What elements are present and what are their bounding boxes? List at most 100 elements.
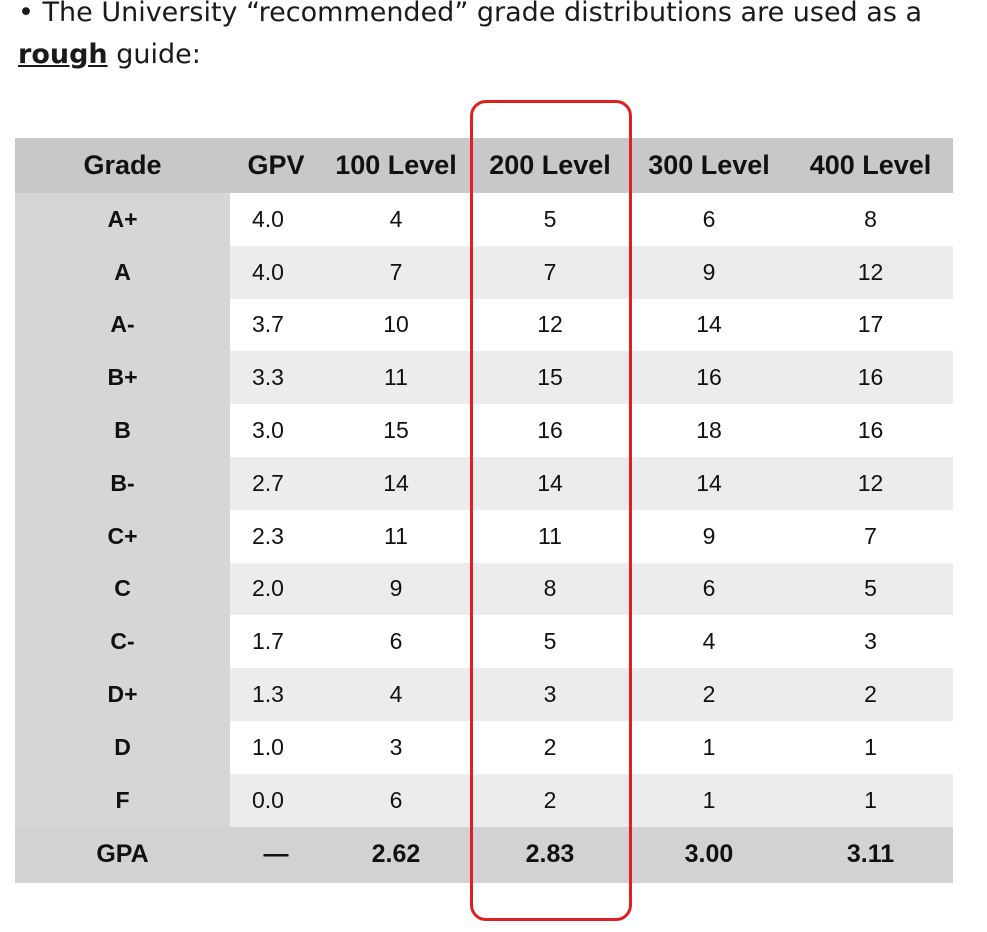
level-300-cell: 16 bbox=[630, 351, 788, 405]
gpa-100-level: 2.62 bbox=[322, 826, 470, 883]
table-row: A+ 4.0 4 5 6 8 bbox=[15, 193, 953, 246]
bullet-icon: • bbox=[18, 0, 34, 28]
table-row: A- 3.7 10 12 14 17 bbox=[15, 298, 953, 352]
table-row: C 2.0 9 8 6 5 bbox=[15, 562, 953, 616]
level-200-cell: 8 bbox=[470, 562, 630, 616]
table-row: C+ 2.3 11 11 9 7 bbox=[15, 509, 953, 563]
level-200-cell: 3 bbox=[470, 668, 630, 721]
grade-cell: C bbox=[15, 562, 230, 616]
level-300-cell: 9 bbox=[630, 509, 788, 563]
gpv-cell: 2.7 bbox=[230, 456, 322, 510]
grade-cell: B bbox=[15, 404, 230, 457]
gpv-cell: 1.7 bbox=[230, 615, 322, 669]
level-400-cell: 8 bbox=[788, 193, 953, 246]
level-400-cell: 7 bbox=[788, 509, 953, 563]
level-400-cell: 3 bbox=[788, 615, 953, 669]
level-100-cell: 6 bbox=[322, 773, 470, 827]
gpv-cell: 2.0 bbox=[230, 562, 322, 616]
grade-distribution-table: Grade GPV 100 Level 200 Level 300 Level … bbox=[15, 138, 953, 883]
gpv-cell: 2.3 bbox=[230, 509, 322, 563]
intro-text-after: guide: bbox=[116, 39, 201, 70]
gpv-cell: 1.3 bbox=[230, 668, 322, 721]
header-grade: Grade bbox=[15, 138, 230, 193]
gpa-300-level: 3.00 bbox=[630, 826, 788, 883]
level-200-cell: 2 bbox=[470, 720, 630, 774]
level-300-cell: 2 bbox=[630, 668, 788, 721]
grade-cell: F bbox=[15, 773, 230, 827]
level-300-cell: 18 bbox=[630, 404, 788, 457]
grade-cell: A+ bbox=[15, 193, 230, 246]
table-row: B 3.0 15 16 18 16 bbox=[15, 404, 953, 457]
level-200-cell: 14 bbox=[470, 456, 630, 510]
table-row: F 0.0 6 2 1 1 bbox=[15, 773, 953, 827]
table-row: A 4.0 7 7 9 12 bbox=[15, 245, 953, 299]
level-100-cell: 11 bbox=[322, 351, 470, 405]
level-300-cell: 1 bbox=[630, 720, 788, 774]
gpv-cell: 0.0 bbox=[230, 773, 322, 827]
level-200-cell: 11 bbox=[470, 509, 630, 563]
grade-cell: A bbox=[15, 245, 230, 299]
level-200-cell: 5 bbox=[470, 615, 630, 669]
intro-text: • The University “recommended” grade dis… bbox=[18, 0, 978, 76]
gpa-row: GPA — 2.62 2.83 3.00 3.11 bbox=[15, 826, 953, 883]
level-100-cell: 15 bbox=[322, 404, 470, 457]
gpa-label: GPA bbox=[15, 826, 230, 883]
header-gpv: GPV bbox=[230, 138, 322, 193]
header-300-level: 300 Level bbox=[630, 138, 788, 193]
grade-cell: B- bbox=[15, 456, 230, 510]
header-100-level: 100 Level bbox=[322, 138, 470, 193]
level-200-cell: 2 bbox=[470, 773, 630, 827]
gpv-cell: 3.0 bbox=[230, 404, 322, 457]
gpv-cell: 4.0 bbox=[230, 193, 322, 246]
level-200-cell: 7 bbox=[470, 245, 630, 299]
level-300-cell: 6 bbox=[630, 562, 788, 616]
grade-cell: C- bbox=[15, 615, 230, 669]
gpv-cell: 4.0 bbox=[230, 245, 322, 299]
level-300-cell: 9 bbox=[630, 245, 788, 299]
level-400-cell: 12 bbox=[788, 456, 953, 510]
table-header-row: Grade GPV 100 Level 200 Level 300 Level … bbox=[15, 138, 953, 193]
level-400-cell: 12 bbox=[788, 245, 953, 299]
gpv-cell: 3.7 bbox=[230, 298, 322, 352]
level-200-cell: 15 bbox=[470, 351, 630, 405]
header-200-level: 200 Level bbox=[470, 138, 630, 193]
level-100-cell: 11 bbox=[322, 509, 470, 563]
level-400-cell: 5 bbox=[788, 562, 953, 616]
gpa-200-level: 2.83 bbox=[470, 826, 630, 883]
grade-cell: A- bbox=[15, 298, 230, 352]
level-400-cell: 1 bbox=[788, 720, 953, 774]
level-300-cell: 14 bbox=[630, 298, 788, 352]
level-400-cell: 2 bbox=[788, 668, 953, 721]
table-row: B+ 3.3 11 15 16 16 bbox=[15, 351, 953, 405]
level-300-cell: 4 bbox=[630, 615, 788, 669]
level-300-cell: 6 bbox=[630, 193, 788, 246]
table-row: D+ 1.3 4 3 2 2 bbox=[15, 668, 953, 721]
intro-emphasis: rough bbox=[18, 39, 108, 70]
level-400-cell: 16 bbox=[788, 404, 953, 457]
level-100-cell: 14 bbox=[322, 456, 470, 510]
level-100-cell: 4 bbox=[322, 668, 470, 721]
grade-cell: C+ bbox=[15, 509, 230, 563]
grade-cell: D bbox=[15, 720, 230, 774]
table-row: B- 2.7 14 14 14 12 bbox=[15, 456, 953, 510]
grade-cell: D+ bbox=[15, 668, 230, 721]
table-row: C- 1.7 6 5 4 3 bbox=[15, 615, 953, 669]
level-400-cell: 16 bbox=[788, 351, 953, 405]
gpv-cell: 3.3 bbox=[230, 351, 322, 405]
level-100-cell: 4 bbox=[322, 193, 470, 246]
header-400-level: 400 Level bbox=[788, 138, 953, 193]
level-300-cell: 1 bbox=[630, 773, 788, 827]
level-100-cell: 3 bbox=[322, 720, 470, 774]
level-400-cell: 17 bbox=[788, 298, 953, 352]
table-row: D 1.0 3 2 1 1 bbox=[15, 720, 953, 774]
level-100-cell: 9 bbox=[322, 562, 470, 616]
level-200-cell: 5 bbox=[470, 193, 630, 246]
intro-text-before: The University “recommended” grade distr… bbox=[42, 0, 923, 28]
level-200-cell: 12 bbox=[470, 298, 630, 352]
grade-cell: B+ bbox=[15, 351, 230, 405]
gpa-gpv: — bbox=[230, 826, 322, 883]
level-100-cell: 7 bbox=[322, 245, 470, 299]
level-200-cell: 16 bbox=[470, 404, 630, 457]
level-100-cell: 10 bbox=[322, 298, 470, 352]
level-300-cell: 14 bbox=[630, 456, 788, 510]
